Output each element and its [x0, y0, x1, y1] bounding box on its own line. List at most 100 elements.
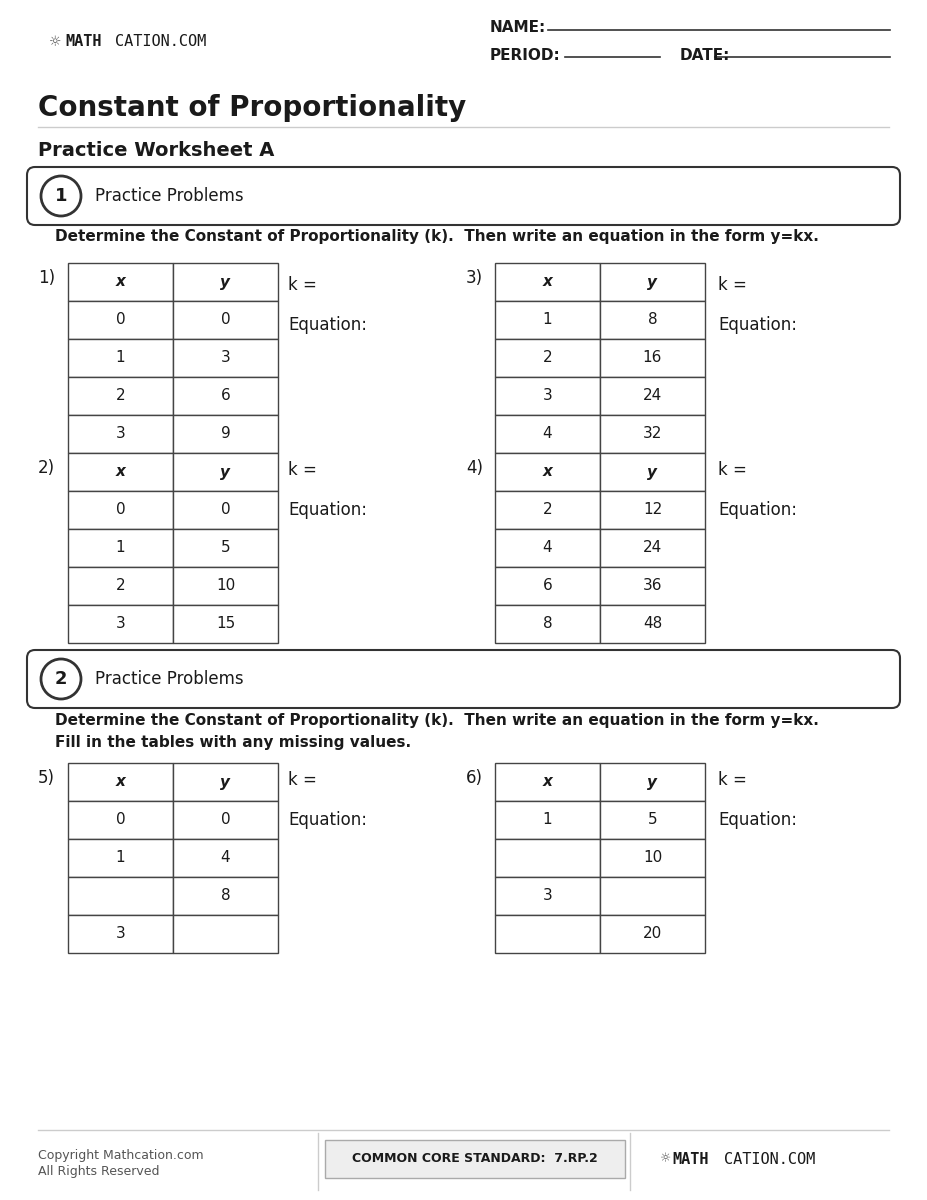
Bar [173, 263, 278, 301]
FancyBboxPatch shape [27, 167, 900, 226]
Text: Copyright Mathcation.com: Copyright Mathcation.com [38, 1148, 204, 1162]
Bar [600, 566, 705, 605]
Text: 0: 0 [221, 312, 230, 328]
Text: Practice Problems: Practice Problems [95, 670, 244, 688]
Text: 4: 4 [542, 540, 552, 556]
Bar [173, 914, 278, 953]
Bar [495, 529, 600, 566]
Bar [173, 415, 278, 452]
Bar [68, 377, 173, 415]
Bar [600, 377, 705, 415]
Text: x: x [116, 774, 125, 790]
Text: 0: 0 [221, 812, 230, 828]
Text: 1: 1 [55, 187, 68, 205]
Bar [173, 605, 278, 643]
Bar [495, 415, 600, 452]
Text: 3: 3 [116, 617, 125, 631]
Text: k =: k = [718, 770, 747, 790]
Circle shape [41, 176, 81, 216]
Text: 3: 3 [542, 389, 552, 403]
Bar [495, 377, 600, 415]
Text: x: x [542, 774, 552, 790]
Bar [600, 301, 705, 338]
Text: y: y [647, 774, 657, 790]
Text: 0: 0 [116, 312, 125, 328]
Text: DATE:: DATE: [680, 48, 730, 62]
Bar [495, 566, 600, 605]
Text: 6: 6 [221, 389, 231, 403]
Text: 3: 3 [116, 926, 125, 942]
Bar [68, 301, 173, 338]
Bar [600, 338, 705, 377]
Bar [173, 566, 278, 605]
Text: 6): 6) [466, 769, 483, 787]
Text: k =: k = [718, 461, 747, 479]
Text: MATH: MATH [672, 1152, 708, 1166]
Text: Determine the Constant of Proportionality (k).  Then write an equation in the fo: Determine the Constant of Proportionalit… [55, 713, 819, 727]
Text: y: y [221, 774, 231, 790]
Text: Constant of Proportionality: Constant of Proportionality [38, 94, 466, 122]
Bar [173, 301, 278, 338]
Text: 6: 6 [542, 578, 552, 594]
Text: 24: 24 [643, 389, 662, 403]
Bar [600, 802, 705, 839]
Text: x: x [542, 464, 552, 480]
Bar [173, 763, 278, 802]
Text: Practice Worksheet A: Practice Worksheet A [38, 140, 274, 160]
Text: 8: 8 [542, 617, 552, 631]
Text: 24: 24 [643, 540, 662, 556]
Bar [495, 802, 600, 839]
Bar [600, 529, 705, 566]
Text: 4: 4 [542, 426, 552, 442]
Bar [173, 839, 278, 877]
Text: 32: 32 [642, 426, 662, 442]
Bar [495, 491, 600, 529]
Text: 4): 4) [466, 458, 483, 476]
Text: 16: 16 [642, 350, 662, 366]
Text: x: x [116, 464, 125, 480]
Bar [600, 877, 705, 914]
Bar [68, 338, 173, 377]
Bar [495, 263, 600, 301]
Bar [600, 605, 705, 643]
Text: ☼: ☼ [49, 35, 61, 49]
Text: Equation:: Equation: [718, 502, 797, 518]
Text: 10: 10 [643, 851, 662, 865]
Text: Equation:: Equation: [288, 811, 367, 829]
Bar [600, 763, 705, 802]
Text: 10: 10 [216, 578, 235, 594]
Text: Practice Problems: Practice Problems [95, 187, 244, 205]
Bar [68, 914, 173, 953]
Bar [600, 415, 705, 452]
Text: Equation:: Equation: [718, 811, 797, 829]
Text: Equation:: Equation: [718, 316, 797, 334]
Bar [600, 452, 705, 491]
Text: x: x [116, 275, 125, 289]
Bar [68, 605, 173, 643]
Text: 5: 5 [648, 812, 657, 828]
Bar [495, 839, 600, 877]
Text: 15: 15 [216, 617, 235, 631]
Text: CATION.COM: CATION.COM [115, 35, 206, 49]
Text: k =: k = [288, 770, 317, 790]
Text: 1: 1 [116, 851, 125, 865]
Text: y: y [221, 464, 231, 480]
Bar [600, 914, 705, 953]
Bar [68, 566, 173, 605]
Bar [173, 802, 278, 839]
Text: k =: k = [288, 276, 317, 294]
Text: Equation:: Equation: [288, 316, 367, 334]
Text: 5: 5 [221, 540, 230, 556]
Text: 2: 2 [116, 578, 125, 594]
Text: 5): 5) [38, 769, 55, 787]
Text: 9: 9 [221, 426, 231, 442]
Text: 12: 12 [643, 503, 662, 517]
Bar [495, 914, 600, 953]
Bar [495, 452, 600, 491]
Text: 48: 48 [643, 617, 662, 631]
Text: 1: 1 [542, 312, 552, 328]
Bar [495, 605, 600, 643]
Bar [495, 338, 600, 377]
Text: NAME:: NAME: [490, 20, 546, 36]
Text: MATH: MATH [65, 35, 101, 49]
